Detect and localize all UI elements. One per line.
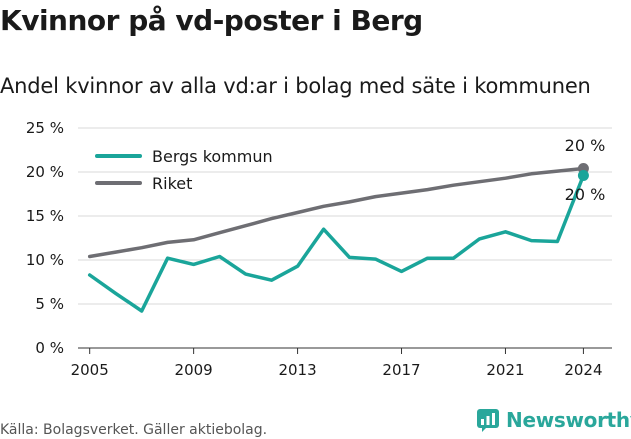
end-labels: 20 % 20 % — [565, 136, 606, 204]
x-tick-label: 2013 — [278, 361, 316, 379]
chart-subtitle: Andel kvinnor av alla vd:ar i bolag med … — [0, 74, 591, 98]
source-note: Källa: Bolagsverket. Gäller aktiebolag. — [0, 422, 268, 438]
y-tick-label: 10 % — [26, 251, 64, 269]
page-title: Kvinnor på vd-poster i Berg — [0, 4, 423, 37]
series-line-riket — [87, 166, 586, 259]
x-tick-label: 2005 — [71, 361, 109, 379]
line-chart: 0 %5 %10 %15 %20 %25 % 2005 2009 2013 2017 2… — [26, 119, 612, 379]
gridlines — [78, 127, 612, 349]
legend: Bergs kommun Riket — [95, 147, 273, 193]
series-line-berg — [87, 173, 586, 313]
y-tick-label: 25 % — [26, 119, 64, 137]
y-tick-label: 15 % — [26, 207, 64, 225]
brand-logo: Newsworthy — [476, 408, 631, 432]
y-tick-label: 5 % — [35, 295, 64, 313]
series-lines — [87, 162, 589, 313]
x-axis-ticks: 2005 2009 2013 2017 2021 2024 — [71, 348, 603, 379]
y-tick-label: 20 % — [26, 163, 64, 181]
end-label-berg: 20 % — [565, 185, 606, 204]
x-tick-label: 2009 — [175, 361, 213, 379]
end-point-berg — [577, 170, 589, 182]
x-tick-label: 2017 — [382, 361, 420, 379]
brand-name: Newsworthy — [506, 408, 631, 432]
legend-label-riket: Riket — [152, 174, 192, 193]
x-tick-label: 2024 — [564, 361, 602, 379]
x-tick-label: 2021 — [486, 361, 524, 379]
legend-label-berg: Bergs kommun — [152, 147, 273, 166]
end-label-riket: 20 % — [565, 136, 606, 155]
y-axis-ticks: 0 % 5 % 10 % 15 % 20 % 25 % — [26, 119, 64, 357]
newsworthy-logo-icon — [477, 409, 499, 432]
y-tick-label: 0 % — [35, 339, 64, 357]
